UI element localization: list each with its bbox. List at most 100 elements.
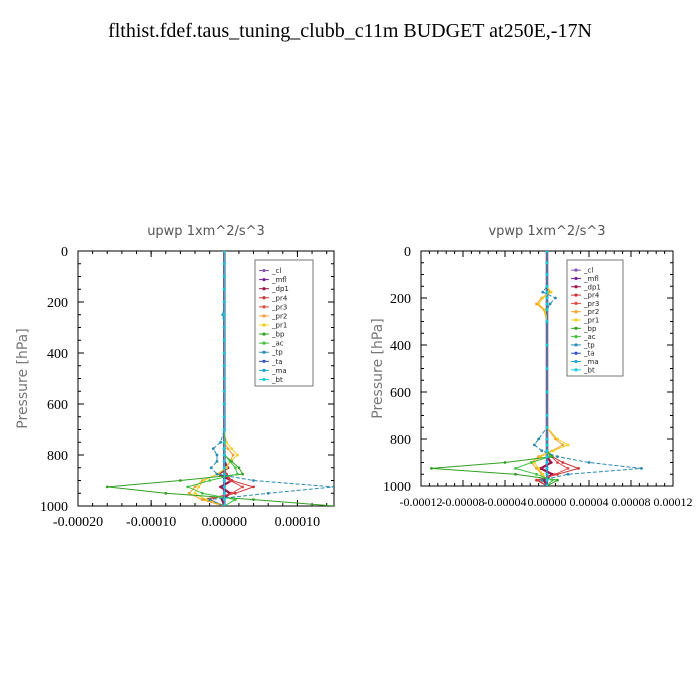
- legend-label: _ma: [271, 367, 287, 375]
- series-point-bt: [222, 251, 226, 253]
- series-point-ac: [548, 455, 552, 458]
- legend-marker: [574, 318, 578, 322]
- series-point-pr3: [556, 461, 559, 464]
- series-point-bt: [222, 275, 226, 278]
- y-tick-label: 400: [47, 347, 68, 362]
- legend-marker: [574, 268, 578, 272]
- x-tick-label: 0.00010: [275, 515, 321, 530]
- series-point-ac: [529, 461, 533, 464]
- series-point-ac: [535, 472, 538, 476]
- legend-label: _ac: [583, 333, 596, 341]
- series-point-pr1: [539, 455, 543, 458]
- series-point-pr1: [193, 491, 197, 495]
- series-point-tp: [219, 440, 223, 444]
- legend-label: _mfl: [583, 275, 599, 283]
- series-point-bt: [222, 498, 226, 501]
- y-tick-label: 200: [47, 296, 68, 311]
- legend-label: _tp: [583, 341, 595, 349]
- series-point-ac: [208, 479, 212, 482]
- series-point-pr1: [543, 308, 547, 312]
- series-point-pr3: [566, 467, 570, 470]
- series-point-bt: [222, 377, 226, 380]
- legend-label: _pr3: [271, 303, 287, 311]
- series-point-tp: [540, 478, 544, 482]
- y-axis-label: Pressure [hPa]: [15, 328, 31, 428]
- y-tick-label: 800: [47, 449, 68, 464]
- series-point-tp: [211, 447, 215, 450]
- legend-label: _bp: [583, 325, 597, 333]
- series-point-bt: [545, 290, 549, 294]
- series-point-tp: [252, 479, 255, 482]
- series-point-bt: [222, 364, 226, 368]
- series-point-bt: [222, 415, 226, 419]
- legend-label: _ma: [583, 358, 599, 366]
- series-point-tp: [209, 466, 213, 470]
- legend-label: _pr2: [271, 312, 287, 320]
- legend-marker: [574, 351, 578, 355]
- series-point-tp: [215, 460, 219, 463]
- legend-label: _pr2: [583, 308, 599, 316]
- chart-panel-upwp: upwp 1xm^2/s^3 0 200 400 600 800 1000-0.00020 -…: [15, 224, 335, 530]
- legend-label: _pr4: [583, 292, 600, 300]
- series-point-pr1: [225, 440, 228, 444]
- series-point-ac: [236, 472, 239, 476]
- series-point-pr1: [556, 437, 559, 441]
- series-point-pr1: [537, 302, 540, 306]
- x-tick-label: 0.00012: [654, 495, 693, 509]
- chart-panel-vpwp: vpwp 1xm^2/s^302004006008001000-0.00012-…: [370, 224, 693, 509]
- legend-label: _bt: [271, 376, 283, 384]
- x-tick-label: -0.00012: [400, 495, 443, 509]
- series-point-bt: [222, 300, 226, 304]
- series-point-bt: [545, 273, 549, 276]
- legend-marker: [574, 310, 578, 314]
- series-point-pr4: [577, 467, 580, 470]
- series-point-bt: [545, 390, 549, 394]
- series-point-ac: [550, 478, 554, 482]
- x-tick-label: -0.00008: [442, 495, 485, 509]
- series-point-bt: [222, 338, 226, 342]
- series-point-tp: [548, 302, 552, 306]
- series-point-bt: [222, 466, 226, 470]
- series-point-pr4: [535, 478, 538, 482]
- series-point-bt: [545, 343, 549, 347]
- legend-label: _bt: [583, 366, 595, 374]
- series-point-bt: [545, 472, 549, 476]
- legend-marker: [574, 276, 578, 281]
- legend-marker: [574, 326, 578, 330]
- series-point-bt: [222, 491, 226, 495]
- series-point-tp: [587, 461, 591, 464]
- series-point-bt: [545, 461, 549, 464]
- series-point-pr1: [541, 296, 545, 300]
- series-point-tp: [554, 296, 557, 300]
- page-title: flthist.fdef.taus_tuning_clubb_c11m BUDG…: [108, 20, 592, 42]
- series-point-bp: [332, 504, 334, 506]
- series-point-bt: [545, 302, 549, 306]
- series-point-bt: [545, 478, 549, 482]
- series-point-pr1: [566, 443, 570, 447]
- series-point-bp: [252, 498, 255, 501]
- series-point-tp: [537, 437, 540, 441]
- legend-marker: [262, 368, 266, 372]
- series-point-bp: [241, 472, 245, 476]
- series-point-bp: [164, 491, 168, 495]
- series-point-bp: [550, 455, 554, 458]
- legend-label: _pr1: [583, 317, 599, 325]
- y-tick-label: 0: [61, 245, 68, 260]
- legend-label: _mfl: [271, 276, 287, 284]
- legend-marker: [262, 359, 266, 363]
- series-point-bt: [222, 428, 226, 431]
- series-point-bt: [545, 251, 549, 253]
- y-tick-label: 600: [47, 398, 68, 413]
- series-point-bt: [222, 402, 226, 406]
- series-point-bp: [503, 461, 507, 464]
- series-point-pr3: [241, 485, 245, 489]
- legend-label: _cl: [271, 267, 281, 275]
- series-point-bt: [222, 351, 226, 355]
- legend-marker: [574, 301, 578, 305]
- series-point-dp1: [539, 467, 543, 470]
- legend-marker: [262, 314, 266, 318]
- x-tick-label: -0.00020: [53, 515, 103, 530]
- series-point-pr4: [252, 485, 255, 489]
- series-point-pr2: [187, 491, 191, 495]
- series-point-tp: [556, 455, 559, 458]
